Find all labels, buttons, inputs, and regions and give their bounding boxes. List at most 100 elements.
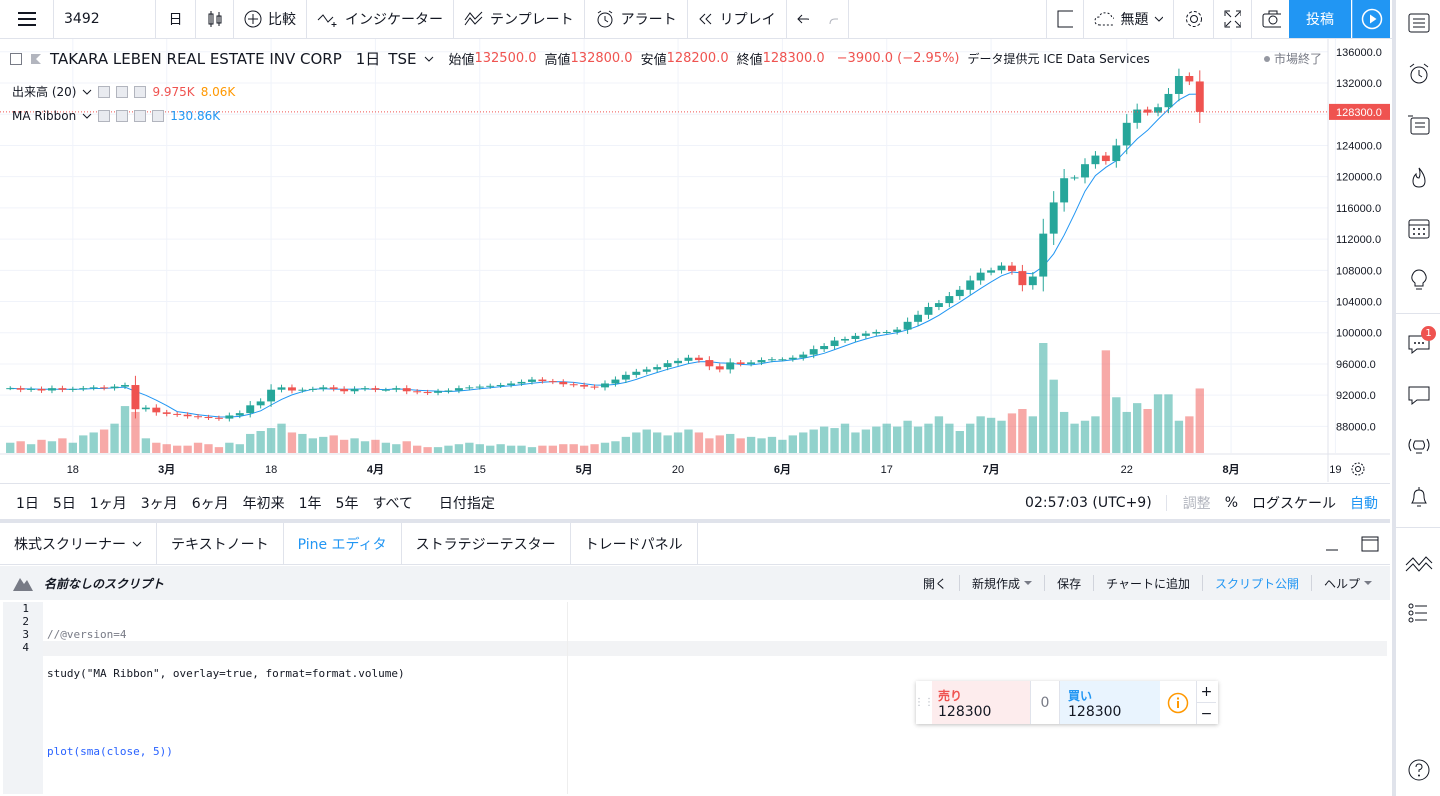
calendar-icon — [1408, 219, 1430, 239]
symbol-search[interactable]: 3492 — [54, 0, 156, 39]
panel-divider[interactable] — [0, 519, 1390, 523]
goto-date-button[interactable]: 日付指定 — [438, 495, 495, 512]
private-chats-button[interactable] — [1404, 380, 1434, 410]
chart-style-button[interactable] — [196, 0, 234, 39]
volume-value: 9.975K — [152, 84, 195, 99]
layout-select-button[interactable] — [1046, 0, 1084, 39]
volume-bar — [966, 423, 975, 453]
close-icon[interactable] — [152, 110, 165, 122]
code-line[interactable] — [47, 706, 405, 719]
tab-strategy-tester[interactable]: ストラテジーテスター — [402, 523, 571, 564]
save-script-button[interactable]: 保存 — [1044, 575, 1093, 591]
chart-canvas[interactable]: 136000.0132000.0128000.0124000.0120000.0… — [0, 39, 1390, 482]
candle-body — [308, 388, 317, 390]
gear-icon[interactable] — [1351, 462, 1365, 476]
undo-button[interactable] — [787, 0, 819, 39]
percent-toggle[interactable]: % — [1224, 494, 1238, 511]
tab-pine-editor[interactable]: Pine エディタ — [283, 523, 402, 564]
adjust-toggle[interactable]: 調整 — [1182, 495, 1211, 512]
notifications-button[interactable] — [1404, 482, 1434, 512]
interval-button[interactable]: 日 — [156, 0, 196, 39]
volume-indicator-legend[interactable]: 出来高 (20) 9.975K 8.06K — [12, 83, 235, 100]
menu-button[interactable] — [0, 0, 54, 39]
new-script-button[interactable]: 新規作成 — [959, 575, 1044, 591]
tab-text-notes[interactable]: テキストノート — [157, 523, 284, 564]
open-script-button[interactable]: 開く — [911, 575, 959, 591]
range-button[interactable]: 年初来 — [242, 495, 285, 512]
layout-name-button[interactable]: 無題 — [1084, 0, 1174, 39]
range-button[interactable]: 3ヶ月 — [140, 495, 178, 512]
indicators-button[interactable]: インジケーター — [307, 0, 454, 39]
range-button[interactable]: すべて — [372, 495, 413, 512]
volume-bar — [1153, 394, 1163, 453]
ma-ribbon-legend[interactable]: MA Ribbon 130.86K — [12, 109, 220, 123]
range-button[interactable]: 5年 — [335, 495, 359, 512]
help-center-button[interactable] — [1404, 755, 1434, 785]
legend-exchange[interactable]: TSE — [388, 49, 417, 68]
buy-button[interactable]: 買い 128300 — [1060, 681, 1160, 724]
range-button[interactable]: 1年 — [298, 495, 322, 512]
clock[interactable]: 02:57:03 (UTC+9) — [1025, 494, 1167, 511]
code-line[interactable]: plot(sma(close, 5)) — [47, 745, 173, 758]
snapshot-button[interactable] — [1252, 0, 1292, 39]
ideas-button[interactable] — [1404, 265, 1434, 295]
tab-trading-panel[interactable]: トレードパネル — [571, 523, 698, 564]
watchlist-button[interactable] — [1404, 8, 1434, 38]
settings-button[interactable] — [1174, 0, 1214, 39]
order-panel-button[interactable] — [1404, 548, 1434, 578]
candle-body — [1195, 81, 1204, 112]
chevron-down-icon[interactable] — [82, 112, 92, 120]
help-button[interactable]: ヘルプ — [1310, 575, 1384, 591]
code-line[interactable]: //@version=4 — [47, 628, 127, 641]
alert-button[interactable]: アラート — [585, 0, 688, 39]
alerts-button[interactable] — [1404, 59, 1434, 89]
candle-body — [1070, 177, 1079, 179]
ma-line — [10, 93, 1200, 418]
time-tick-label: 18 — [67, 464, 79, 476]
plus-icon[interactable]: + — [1200, 683, 1213, 700]
eye-icon[interactable] — [98, 110, 111, 122]
hotlists-button[interactable] — [1404, 163, 1434, 193]
minimize-panel-button[interactable] — [1314, 523, 1350, 564]
live-stream-button[interactable] — [1352, 0, 1390, 38]
streams-button[interactable] — [1404, 431, 1434, 461]
info-button[interactable] — [1160, 681, 1196, 724]
candle-body — [1185, 75, 1194, 82]
chevron-down-icon[interactable] — [82, 88, 92, 96]
code-line[interactable]: study("MA Ribbon", overlay=true, format=… — [47, 667, 405, 680]
sell-button[interactable]: 売り 128300 — [932, 681, 1030, 724]
close-icon[interactable] — [134, 85, 147, 98]
flag-icon[interactable] — [30, 53, 42, 65]
gear-icon[interactable] — [116, 110, 129, 122]
code-editor[interactable]: //@version=4 study("MA Ribbon", overlay=… — [47, 602, 405, 771]
dom-button[interactable] — [1404, 598, 1434, 628]
auto-scale-toggle[interactable]: 自動 — [1350, 495, 1378, 512]
range-button[interactable]: 5日 — [52, 495, 76, 512]
range-button[interactable]: 1ヶ月 — [89, 495, 127, 512]
replay-button[interactable]: リプレイ — [688, 0, 787, 39]
calendar-button[interactable] — [1404, 213, 1434, 243]
collapse-icon[interactable] — [10, 52, 22, 65]
source-code-icon[interactable] — [134, 110, 147, 122]
price-chart[interactable]: 136000.0132000.0128000.0124000.0120000.0… — [0, 39, 1390, 482]
templates-button[interactable]: テンプレート — [454, 0, 585, 39]
price-tick-label: 124000.0 — [1336, 140, 1382, 152]
save-label: 保存 — [1057, 576, 1082, 591]
publish-script-button[interactable]: スクリプト公開 — [1201, 575, 1311, 591]
post-button[interactable]: 投稿 — [1289, 0, 1351, 38]
chevron-down-icon[interactable] — [424, 55, 434, 63]
add-to-chart-button[interactable]: チャートに追加 — [1093, 575, 1202, 591]
range-button[interactable]: 6ヶ月 — [191, 495, 229, 512]
range-button[interactable]: 1日 — [16, 495, 39, 512]
redo-button[interactable] — [819, 0, 849, 39]
minus-icon[interactable]: − — [1197, 702, 1216, 724]
compare-button[interactable]: 比較 — [234, 0, 307, 39]
gear-icon[interactable] — [116, 85, 129, 98]
log-scale-toggle[interactable]: ログスケール — [1252, 495, 1336, 512]
fullscreen-button[interactable] — [1214, 0, 1252, 39]
data-window-button[interactable] — [1404, 110, 1434, 140]
eye-icon[interactable] — [98, 85, 111, 98]
tab-stock-screener[interactable]: 株式スクリーナー — [0, 523, 157, 564]
drag-handle-icon[interactable]: ⋮⋮ — [914, 697, 934, 708]
maximize-panel-button[interactable] — [1350, 523, 1390, 564]
